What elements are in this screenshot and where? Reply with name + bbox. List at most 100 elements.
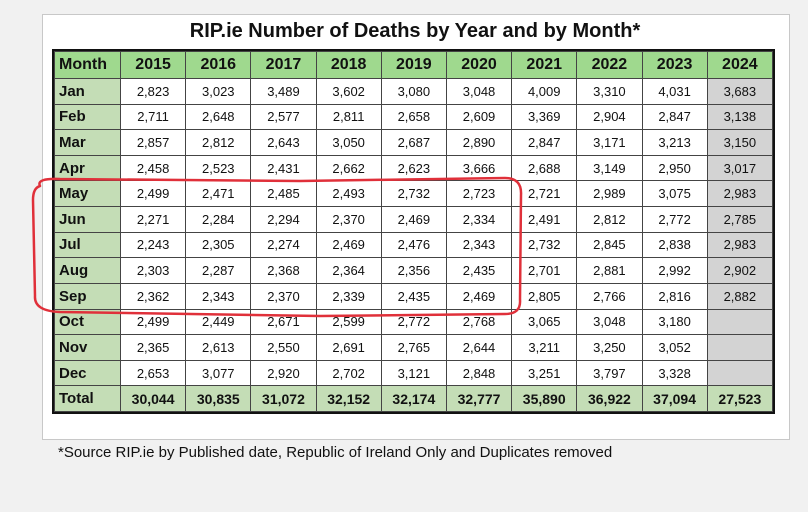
value-cell: 2,732	[511, 231, 578, 259]
month-label: Dec	[54, 359, 121, 387]
value-cell: 2,599	[315, 308, 382, 336]
value-cell: 2,364	[315, 257, 382, 284]
value-cell: 3,048	[445, 78, 513, 105]
total-cell: 32,777	[445, 385, 513, 412]
value-cell: 3,602	[315, 78, 382, 105]
total-row: Total 30,044 30,835 31,072 32,152 32,174 32,77…	[54, 385, 774, 412]
total-cell: 36,922	[576, 385, 643, 412]
value-cell: 2,523	[185, 154, 252, 182]
value-cell: 2,848	[445, 359, 513, 387]
value-cell: 3,138	[706, 103, 774, 131]
value-cell: 3,310	[576, 78, 643, 105]
value-cell: 2,950	[641, 154, 708, 182]
value-cell: 2,471	[185, 180, 252, 208]
value-cell: 2,458	[119, 154, 187, 182]
month-label: Nov	[54, 334, 121, 361]
value-cell: 3,150	[706, 129, 774, 156]
value-cell: 2,435	[380, 282, 447, 310]
value-cell: 2,989	[576, 180, 643, 208]
value-cell: 3,797	[576, 359, 643, 387]
value-cell: 3,048	[576, 308, 643, 336]
value-cell: 2,476	[380, 231, 447, 259]
value-cell: 2,623	[380, 154, 447, 182]
value-cell: 2,785	[706, 206, 774, 233]
month-label: Oct	[54, 308, 121, 336]
total-cell: 35,890	[511, 385, 578, 412]
value-cell: 2,469	[380, 206, 447, 233]
value-cell: 2,644	[445, 334, 513, 361]
value-cell: 2,435	[445, 257, 513, 284]
value-cell: 2,365	[119, 334, 187, 361]
value-cell: 2,847	[641, 103, 708, 131]
value-cell: 2,983	[706, 180, 774, 208]
value-cell: 2,847	[511, 129, 578, 156]
value-cell: 3,328	[641, 359, 708, 387]
value-cell: 3,017	[706, 154, 774, 182]
header-year-2023: 2023	[641, 50, 708, 80]
value-cell: 2,287	[185, 257, 252, 284]
value-cell: 2,493	[315, 180, 382, 208]
table-row: Oct 2,499 2,449 2,671 2,599 2,772 2,768 3,065 3,…	[54, 308, 774, 336]
value-cell: 2,491	[511, 206, 578, 233]
value-cell: 2,772	[380, 308, 447, 336]
value-cell: 2,305	[185, 231, 252, 259]
value-cell: 2,811	[315, 103, 382, 131]
value-cell: 2,812	[185, 129, 252, 156]
value-cell: 2,469	[315, 231, 382, 259]
table-row: Jun 2,271 2,284 2,294 2,370 2,469 2,334 2,491 2,…	[54, 206, 774, 233]
value-cell: 3,149	[576, 154, 643, 182]
value-cell: 2,356	[380, 257, 447, 284]
header-year-2021: 2021	[511, 50, 578, 80]
value-cell: 2,662	[315, 154, 382, 182]
month-label: Jul	[54, 231, 121, 259]
value-cell: 2,243	[119, 231, 187, 259]
value-cell: 2,648	[185, 103, 252, 131]
value-cell: 2,701	[511, 257, 578, 284]
header-year-2022: 2022	[576, 50, 643, 80]
value-cell: 2,271	[119, 206, 187, 233]
table-row: Sep 2,362 2,343 2,370 2,339 2,435 2,469 2,805 2,…	[54, 282, 774, 310]
total-cell: 37,094	[641, 385, 708, 412]
value-cell: 2,845	[576, 231, 643, 259]
month-label: Jun	[54, 206, 121, 233]
table-row: Nov 2,365 2,613 2,550 2,691 2,765 2,644 3,211 3,…	[54, 334, 774, 361]
value-cell: 3,683	[706, 78, 774, 105]
deaths-table: Month 2015 2016 2017 2018 2019 2020 2021 2022 202…	[54, 50, 774, 412]
value-cell	[706, 359, 774, 387]
total-label: Total	[54, 385, 121, 412]
value-cell: 3,023	[185, 78, 252, 105]
value-cell: 2,766	[576, 282, 643, 310]
value-cell: 2,469	[445, 282, 513, 310]
header-year-2018: 2018	[315, 50, 382, 80]
table-row: Dec 2,653 3,077 2,920 2,702 3,121 2,848 3,251 3,…	[54, 359, 774, 387]
table-row: Feb 2,711 2,648 2,577 2,811 2,658 2,609 3,369 2,…	[54, 103, 774, 131]
value-cell: 2,838	[641, 231, 708, 259]
month-label: Mar	[54, 129, 121, 156]
table-frame: Month 2015 2016 2017 2018 2019 2020 2021 2022 202…	[52, 49, 775, 414]
value-cell: 2,613	[185, 334, 252, 361]
total-cell: 30,835	[185, 385, 252, 412]
value-cell: 2,902	[706, 257, 774, 284]
value-cell: 2,370	[315, 206, 382, 233]
table-row: Apr 2,458 2,523 2,431 2,662 2,623 3,666 2,688 3,…	[54, 154, 774, 182]
value-cell: 2,370	[250, 282, 317, 310]
value-cell: 2,688	[511, 154, 578, 182]
table-row: Mar 2,857 2,812 2,643 3,050 2,687 2,890 2,847 3,…	[54, 129, 774, 156]
month-label: Apr	[54, 154, 121, 182]
value-cell: 3,065	[511, 308, 578, 336]
value-cell: 2,882	[706, 282, 774, 310]
value-cell: 3,050	[315, 129, 382, 156]
value-cell: 2,723	[445, 180, 513, 208]
value-cell: 2,881	[576, 257, 643, 284]
value-cell: 3,213	[641, 129, 708, 156]
value-cell: 2,343	[185, 282, 252, 310]
value-cell: 3,369	[511, 103, 578, 131]
value-cell: 2,339	[315, 282, 382, 310]
value-cell: 2,485	[250, 180, 317, 208]
value-cell: 2,768	[445, 308, 513, 336]
value-cell: 2,653	[119, 359, 187, 387]
value-cell: 2,499	[119, 180, 187, 208]
value-cell: 2,904	[576, 103, 643, 131]
value-cell: 2,368	[250, 257, 317, 284]
total-cell: 32,174	[380, 385, 447, 412]
